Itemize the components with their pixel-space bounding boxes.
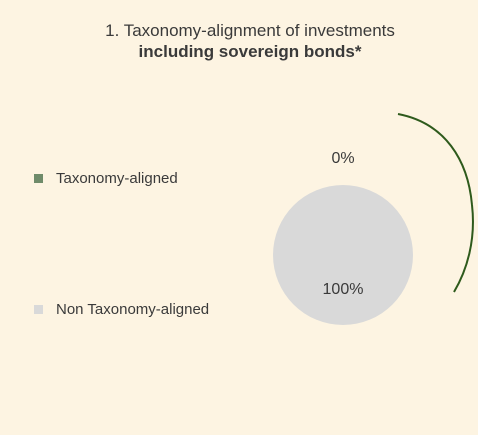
pie-slice-non-aligned	[273, 185, 413, 325]
data-label-non-aligned: 100%	[323, 281, 364, 298]
legend-label-non-aligned: Non Taxonomy-aligned	[56, 300, 210, 318]
chart-title-line2: including sovereign bonds*	[138, 42, 362, 61]
chart-title-line1: 1. Taxonomy-alignment of investments	[105, 21, 395, 40]
legend-item-non-aligned: Non Taxonomy-aligned	[34, 300, 210, 318]
legend-item-aligned: Taxonomy-aligned	[34, 169, 178, 187]
data-label-aligned: 0%	[331, 150, 354, 167]
pie-slice-aligned-outline	[397, 113, 474, 293]
legend-swatch-non-aligned	[34, 304, 43, 314]
legend-swatch-aligned	[34, 173, 43, 183]
legend-label-aligned: Taxonomy-aligned	[56, 169, 178, 187]
chart-title: 1. Taxonomy-alignment of investments inc…	[0, 20, 478, 62]
